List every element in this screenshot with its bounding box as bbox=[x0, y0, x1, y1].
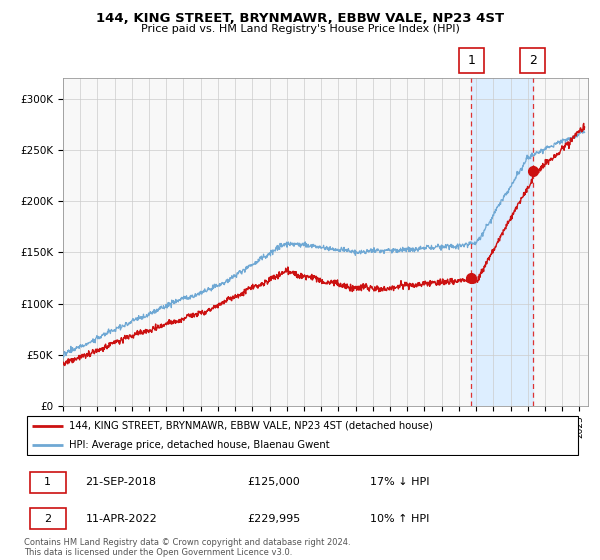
Text: £125,000: £125,000 bbox=[247, 477, 300, 487]
Text: 2: 2 bbox=[44, 514, 51, 524]
Text: 1: 1 bbox=[467, 54, 475, 67]
Text: 144, KING STREET, BRYNMAWR, EBBW VALE, NP23 4ST (detached house): 144, KING STREET, BRYNMAWR, EBBW VALE, N… bbox=[68, 421, 433, 431]
Text: 2: 2 bbox=[529, 54, 536, 67]
Text: 17% ↓ HPI: 17% ↓ HPI bbox=[370, 477, 430, 487]
Text: 10% ↑ HPI: 10% ↑ HPI bbox=[370, 514, 430, 524]
Text: 21-SEP-2018: 21-SEP-2018 bbox=[85, 477, 157, 487]
Text: HPI: Average price, detached house, Blaenau Gwent: HPI: Average price, detached house, Blae… bbox=[68, 440, 329, 450]
Bar bbox=[472, 78, 533, 406]
Text: Price paid vs. HM Land Registry's House Price Index (HPI): Price paid vs. HM Land Registry's House … bbox=[140, 24, 460, 34]
Text: Contains HM Land Registry data © Crown copyright and database right 2024.
This d: Contains HM Land Registry data © Crown c… bbox=[24, 538, 350, 557]
FancyBboxPatch shape bbox=[27, 416, 578, 455]
Text: 1: 1 bbox=[44, 477, 51, 487]
Text: 11-APR-2022: 11-APR-2022 bbox=[85, 514, 157, 524]
Text: 144, KING STREET, BRYNMAWR, EBBW VALE, NP23 4ST: 144, KING STREET, BRYNMAWR, EBBW VALE, N… bbox=[96, 12, 504, 25]
Text: £229,995: £229,995 bbox=[247, 514, 301, 524]
FancyBboxPatch shape bbox=[29, 472, 66, 493]
FancyBboxPatch shape bbox=[29, 508, 66, 529]
